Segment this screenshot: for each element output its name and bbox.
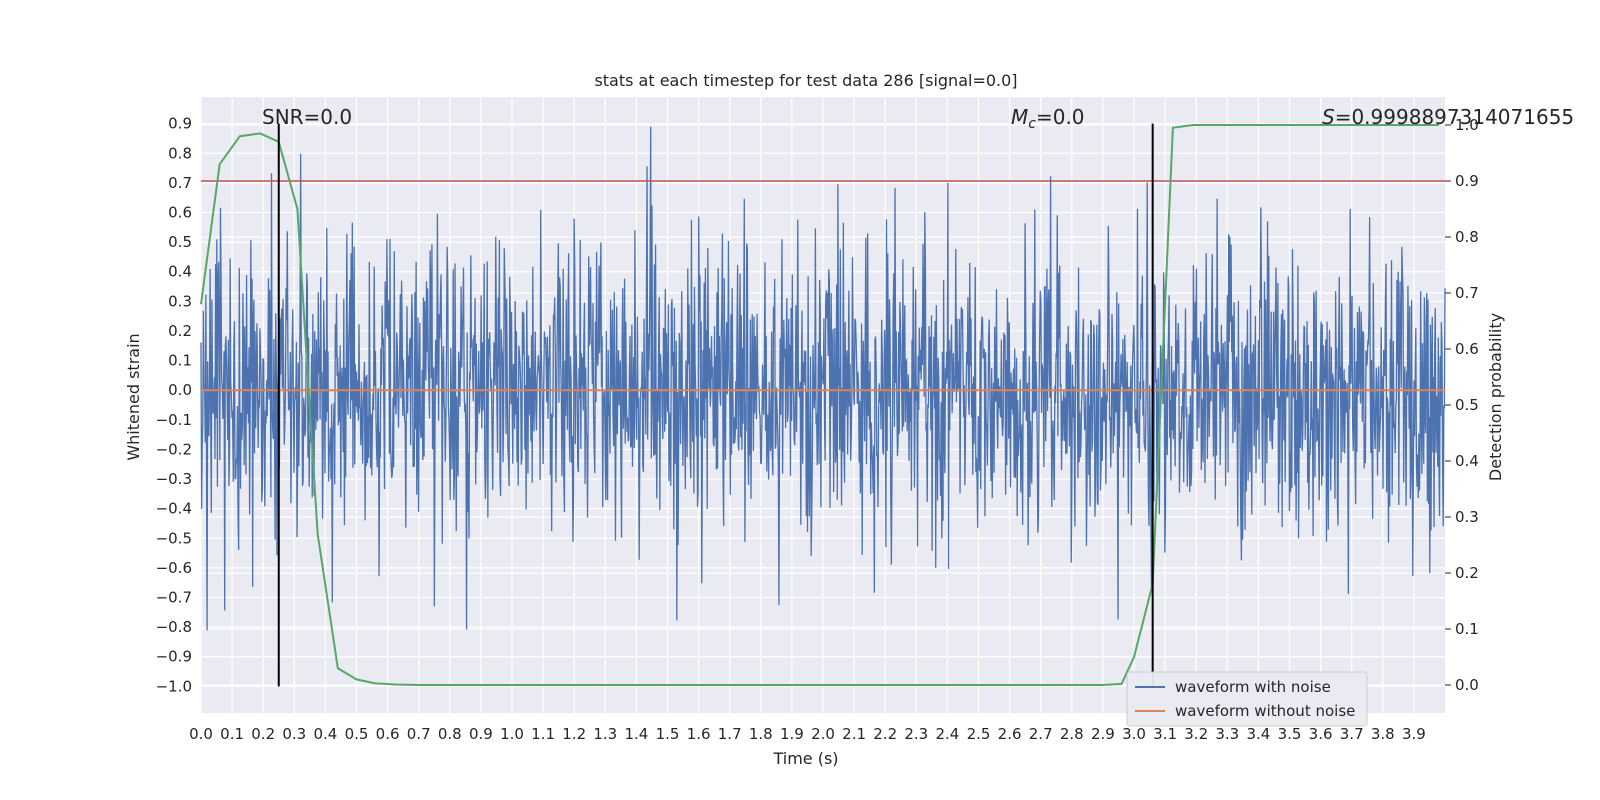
x-tick-label: 2.1 <box>842 725 866 743</box>
series-line-waveform-with-noise <box>200 126 1446 631</box>
y-tick-label-right: 0.9 <box>1455 172 1479 190</box>
series-layer <box>200 123 1446 687</box>
x-tick-label: 0.9 <box>469 725 493 743</box>
x-tick-label: 0.2 <box>251 725 275 743</box>
y-tick-label-right: 0.5 <box>1455 396 1479 414</box>
x-tick-label: 1.3 <box>593 725 617 743</box>
y-tick-label-right: 0.6 <box>1455 340 1479 358</box>
y-tick-label-left: −0.2 <box>156 440 192 458</box>
x-tick-label: 0.0 <box>189 725 213 743</box>
y-tick-label-right: 0.4 <box>1455 452 1479 470</box>
x-tick-label: 2.6 <box>998 725 1022 743</box>
y-tick-label-left: 0.5 <box>168 233 192 251</box>
y-tick-label-right: 0.7 <box>1455 284 1479 302</box>
x-tick-label: 2.0 <box>811 725 835 743</box>
y-tick-label-left: −0.1 <box>156 411 192 429</box>
y-tick-label-left: 0.8 <box>168 144 192 162</box>
x-tick-label: 1.9 <box>780 725 804 743</box>
y-tick-label-right: 0.8 <box>1455 228 1479 246</box>
y-tick-label-left: −0.8 <box>156 618 192 636</box>
x-tick-label: 3.1 <box>1153 725 1177 743</box>
snr-annotation: SNR=0.0 <box>262 105 352 129</box>
x-tick-label: 3.7 <box>1340 725 1364 743</box>
legend-box <box>1126 671 1368 727</box>
y-tick-label-left: 0.2 <box>168 322 192 340</box>
x-tick-label: 1.1 <box>531 725 555 743</box>
y-tick-label-right: 0.2 <box>1455 564 1479 582</box>
s-annotation: S=0.9998897314071655 <box>1322 105 1574 129</box>
y-tick-label-left: −0.7 <box>156 589 192 607</box>
chart-title: stats at each timestep for test data 286… <box>594 71 1017 90</box>
x-tick-label: 3.3 <box>1215 725 1239 743</box>
y-axis-label-left: Whitened strain <box>124 333 143 460</box>
x-tick-label: 1.7 <box>718 725 742 743</box>
y-tick-label-left: 0.9 <box>168 115 192 133</box>
y-tick-label-left: 0.6 <box>168 204 192 222</box>
y-tick-label-left: −0.6 <box>156 559 192 577</box>
legend-label: waveform with noise <box>1175 678 1331 696</box>
y-tick-label-left: −0.9 <box>156 648 192 666</box>
x-tick-label: 1.6 <box>687 725 711 743</box>
x-tick-label: 2.7 <box>1029 725 1053 743</box>
x-tick-label: 1.5 <box>656 725 680 743</box>
y-tick-label-left: 0.4 <box>168 263 192 281</box>
x-tick-label: 1.8 <box>749 725 773 743</box>
y-tick-label-left: −0.5 <box>156 529 192 547</box>
x-tick-label: 0.8 <box>438 725 462 743</box>
x-tick-label: 3.0 <box>1122 725 1146 743</box>
x-tick-label: 2.4 <box>935 725 959 743</box>
y-tick-label-right: 1.0 <box>1455 116 1479 134</box>
y-tick-label-left: 0.7 <box>168 174 192 192</box>
x-tick-label: 0.4 <box>313 725 337 743</box>
x-tick-label: 0.7 <box>407 725 431 743</box>
x-tick-label: 3.6 <box>1309 725 1333 743</box>
x-axis-label: Time (s) <box>772 749 838 768</box>
y-tick-label-right: 0.0 <box>1455 676 1479 694</box>
x-tick-label: 0.5 <box>345 725 369 743</box>
y-tick-label-right: 0.3 <box>1455 508 1479 526</box>
y-tick-label-left: 0.1 <box>168 352 192 370</box>
x-tick-label: 2.3 <box>904 725 928 743</box>
x-tick-label: 0.6 <box>376 725 400 743</box>
y-tick-label-left: 0.0 <box>168 381 192 399</box>
y-tick-label-left: −1.0 <box>156 677 192 695</box>
axes-layer: 0.0 0.1 0.2 0.3 0.4 0.5 0.6 0.7 0.8 0.9 1.0 1.1 1.2 1… <box>156 115 1479 743</box>
y-tick-label-left: −0.3 <box>156 470 192 488</box>
x-tick-label: 0.3 <box>282 725 306 743</box>
legend-label: waveform without noise <box>1175 702 1355 720</box>
x-tick-label: 3.8 <box>1371 725 1395 743</box>
x-tick-label: 3.9 <box>1402 725 1426 743</box>
x-tick-label: 2.2 <box>873 725 897 743</box>
series-line-detection-probability <box>200 124 1439 686</box>
grid <box>200 97 1445 713</box>
y-tick-label-left: −0.4 <box>156 500 192 518</box>
legend: waveform with noise waveform without nois… <box>1126 671 1368 727</box>
x-tick-label: 1.4 <box>624 725 648 743</box>
y-axis-label-right: Detection probability <box>1486 313 1505 481</box>
mc-annotation: Mc=0.0 <box>1011 105 1085 132</box>
x-tick-label: 3.4 <box>1246 725 1270 743</box>
x-tick-label: 1.0 <box>500 725 524 743</box>
x-tick-label: 3.2 <box>1184 725 1208 743</box>
x-tick-label: 3.5 <box>1278 725 1302 743</box>
y-tick-label-right: 0.1 <box>1455 620 1479 638</box>
y-tick-label-left: 0.3 <box>168 292 192 310</box>
x-tick-label: 2.5 <box>967 725 991 743</box>
x-tick-label: 0.1 <box>220 725 244 743</box>
x-tick-label: 1.2 <box>562 725 586 743</box>
x-tick-label: 2.8 <box>1060 725 1084 743</box>
x-tick-label: 2.9 <box>1091 725 1115 743</box>
